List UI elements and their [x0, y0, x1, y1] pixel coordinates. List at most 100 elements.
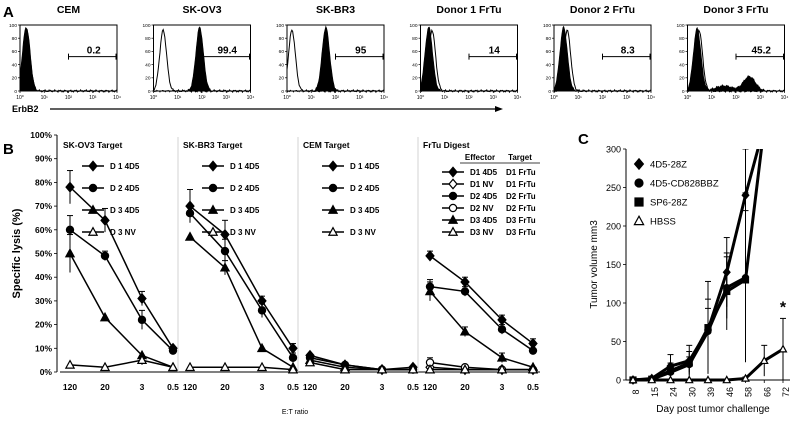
histogram-title: Donor 3 FrTu	[703, 4, 768, 16]
data-point	[219, 262, 231, 272]
x-tick-label: 8	[631, 389, 641, 394]
data-point	[137, 292, 147, 305]
y-tick-label: 50	[611, 337, 621, 347]
data-point	[99, 311, 111, 322]
data-point	[527, 364, 539, 374]
gate-percent: 14	[489, 46, 501, 57]
gate-percent: 45.2	[751, 46, 771, 57]
data-point	[168, 346, 178, 355]
series-line	[69, 229, 174, 352]
data-point	[64, 247, 76, 258]
legend-marker	[447, 226, 459, 236]
y-tick-label: 20	[546, 76, 552, 82]
legend-marker	[634, 197, 644, 207]
y-tick-label: 20	[412, 76, 418, 82]
legend-marker	[633, 214, 645, 226]
x-tick-label: 3	[140, 382, 145, 392]
x-tick-label: 10⁴	[781, 95, 789, 101]
data-point	[460, 287, 470, 296]
series-line	[69, 359, 174, 369]
legend-label: SP6-28Z	[650, 198, 688, 209]
data-point	[424, 285, 436, 296]
y-tick-label: 60	[412, 49, 418, 55]
y-tick-label: 60	[679, 49, 685, 55]
data-point	[100, 214, 110, 226]
data-point	[459, 364, 471, 374]
arrow-head	[495, 106, 503, 112]
y-tick-label: 100	[9, 23, 17, 29]
y-tick-label: 20%	[35, 320, 52, 330]
x-tick-label: 10⁴	[514, 95, 522, 101]
panel-label-c: C	[578, 131, 589, 148]
legend-marker	[448, 166, 458, 178]
y-tick-label: 40	[145, 62, 151, 68]
x-tick-label: 10¹	[441, 95, 449, 101]
stained-histogram	[553, 25, 652, 93]
legend-label: D 2 4D5	[350, 184, 380, 193]
y-tick-label: 200	[606, 222, 621, 232]
data-point	[496, 352, 508, 362]
y-tick-label: 0%	[40, 367, 53, 377]
y-tick-label: 100	[142, 23, 150, 29]
x-tick-label: 24	[669, 387, 679, 397]
x-tick-label: 120	[423, 382, 437, 392]
y-tick-label: 100%	[30, 130, 52, 140]
data-point	[376, 364, 388, 374]
y-tick-label: 40	[679, 62, 685, 68]
y-tick-label: 60	[546, 49, 552, 55]
y-tick-label: 0	[14, 89, 17, 95]
stained-histogram	[420, 26, 518, 93]
legend-marker	[448, 191, 458, 201]
stained-histogram	[687, 26, 785, 93]
x-axis-label: ErbB2	[12, 104, 39, 114]
legend-target: D2 FrTu	[506, 192, 536, 201]
x-tick-label: 20	[220, 382, 230, 392]
histogram-title: Donor 1 FrTu	[436, 4, 501, 16]
y-tick-label: 80	[279, 36, 285, 42]
series-line	[309, 361, 413, 371]
data-point	[685, 359, 693, 367]
data-point	[64, 359, 76, 369]
data-point	[184, 361, 196, 372]
y-tick-label: 0	[415, 89, 418, 95]
legend-label: D 2 4D5	[110, 184, 140, 193]
data-point	[647, 375, 657, 384]
y-tick-label: 90%	[35, 154, 52, 164]
legend-label: 4D5-CD828BBZ	[650, 179, 719, 190]
legend-marker	[327, 226, 339, 236]
legend-label: D2 NV	[470, 204, 494, 213]
data-point	[425, 250, 435, 262]
significance-star: *	[780, 299, 787, 316]
legend-marker	[328, 160, 338, 172]
histogram-panel: SK-OV3 0 20 40 60 80 100 10⁰ 10¹ 10² 10³ 10⁴ 99.4	[142, 4, 254, 101]
y-tick-label: 40%	[35, 272, 52, 282]
legend-target: D2 FrTu	[506, 204, 536, 213]
data-point	[167, 361, 179, 372]
histogram-panel: SK-BR3 0 20 40 60 80 100 10⁰ 10¹ 10² 10³ 10⁴ 95	[276, 4, 388, 101]
legend-label: D 1 4D5	[350, 162, 380, 171]
legend-marker	[634, 178, 644, 188]
y-tick-label: 50%	[35, 249, 52, 259]
y-tick-label: 70%	[35, 201, 52, 211]
y-tick-label: 100	[276, 23, 284, 29]
data-point	[424, 364, 436, 374]
x-tick-label: 10¹	[575, 95, 583, 101]
y-tick-label: 0	[148, 89, 151, 95]
lysis-subplot: FrTu Digest 120 20 3 0.5 Effector Target D1 4D5…	[417, 137, 540, 392]
data-point	[137, 315, 147, 325]
x-tick-label: 10³	[490, 95, 498, 101]
legend-label: D 3 NV	[230, 228, 256, 237]
x-tick-label: 10⁰	[684, 95, 692, 101]
data-point	[407, 364, 419, 374]
x-tick-label: 10⁴	[113, 95, 121, 101]
legend-label: D 3 4D5	[230, 206, 260, 215]
histogram-title: SK-OV3	[182, 4, 221, 16]
x-tick-label: 10³	[89, 95, 97, 101]
y-tick-label: 30%	[35, 296, 52, 306]
x-tick-label: 10¹	[41, 95, 49, 101]
legend-label: D3 NV	[470, 228, 494, 237]
x-tick-label: 10⁴	[647, 95, 655, 101]
x-tick-label: 120	[63, 382, 77, 392]
panel-b-lysis-charts: 0% 10% 20% 30% 40% 50% 60% 70% 80% 90% 100% Specifi…	[11, 130, 540, 416]
series-line	[69, 253, 174, 368]
